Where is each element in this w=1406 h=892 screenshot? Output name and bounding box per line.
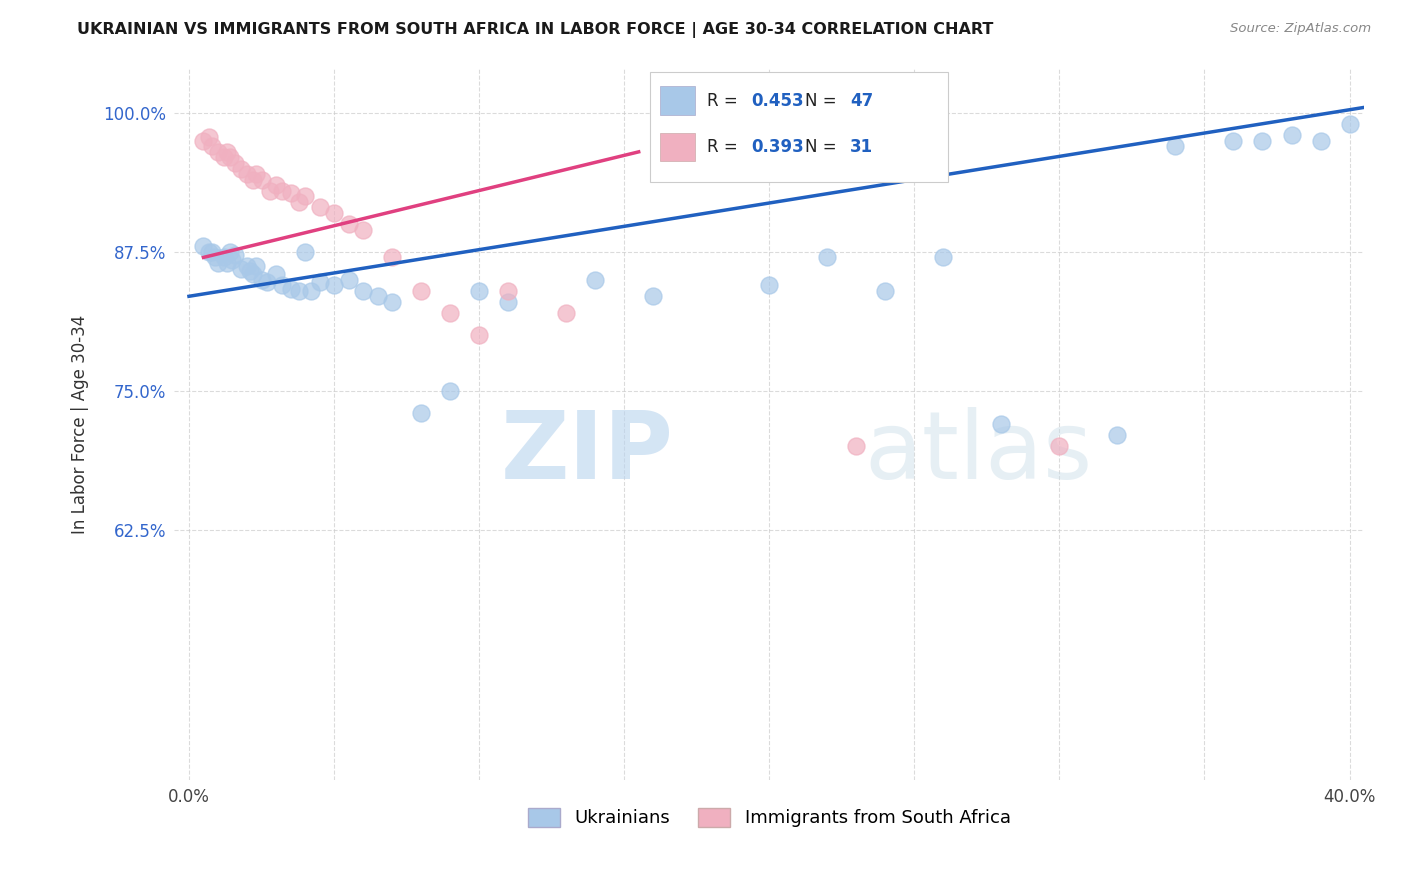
Point xyxy=(256,275,278,289)
Point xyxy=(201,139,224,153)
Text: atlas: atlas xyxy=(865,407,1092,499)
Point xyxy=(207,256,229,270)
Point xyxy=(352,222,374,236)
Text: ZIP: ZIP xyxy=(501,407,673,499)
Point xyxy=(193,134,215,148)
Point xyxy=(294,244,316,259)
Point xyxy=(215,145,238,159)
Point xyxy=(845,439,868,453)
Point xyxy=(583,272,606,286)
Point xyxy=(193,239,215,253)
Point xyxy=(990,417,1012,431)
Point xyxy=(1164,139,1187,153)
Point xyxy=(323,206,346,220)
Point xyxy=(381,294,404,309)
Point xyxy=(212,150,235,164)
Point xyxy=(270,184,292,198)
Point xyxy=(280,186,302,200)
Point xyxy=(204,251,226,265)
Point xyxy=(308,201,330,215)
Text: 0.453: 0.453 xyxy=(751,92,804,110)
Point xyxy=(337,217,360,231)
Point xyxy=(409,406,432,420)
Point xyxy=(439,306,461,320)
Point xyxy=(1251,134,1274,148)
Point xyxy=(270,278,292,293)
Point xyxy=(299,284,322,298)
Text: R =: R = xyxy=(707,92,744,110)
Point xyxy=(337,272,360,286)
Text: R =: R = xyxy=(707,137,744,156)
Point xyxy=(242,172,264,186)
Point xyxy=(245,260,267,274)
Text: N =: N = xyxy=(806,137,842,156)
Text: 31: 31 xyxy=(851,137,873,156)
Point xyxy=(259,184,281,198)
Point xyxy=(212,251,235,265)
Point xyxy=(218,150,240,164)
Text: 47: 47 xyxy=(851,92,873,110)
Point xyxy=(323,278,346,293)
Point xyxy=(250,272,273,286)
Legend: Ukrainians, Immigrants from South Africa: Ukrainians, Immigrants from South Africa xyxy=(520,801,1018,835)
Point xyxy=(468,328,491,343)
Point xyxy=(239,264,262,278)
Point xyxy=(468,284,491,298)
Point xyxy=(280,281,302,295)
Point xyxy=(218,244,240,259)
Point xyxy=(1309,134,1331,148)
Point xyxy=(231,261,253,276)
Y-axis label: In Labor Force | Age 30-34: In Labor Force | Age 30-34 xyxy=(72,315,89,533)
Point xyxy=(236,167,259,181)
Point xyxy=(496,294,519,309)
Point xyxy=(288,194,311,209)
Point xyxy=(1222,134,1244,148)
FancyBboxPatch shape xyxy=(651,72,948,182)
Point xyxy=(367,289,389,303)
Point xyxy=(215,256,238,270)
Point xyxy=(381,251,404,265)
Point xyxy=(224,248,246,262)
Point xyxy=(242,267,264,281)
Point xyxy=(294,189,316,203)
Point xyxy=(288,284,311,298)
Text: Source: ZipAtlas.com: Source: ZipAtlas.com xyxy=(1230,22,1371,36)
Point xyxy=(1107,428,1129,442)
Point xyxy=(250,172,273,186)
Point xyxy=(815,251,838,265)
Point xyxy=(245,167,267,181)
Point xyxy=(758,278,780,293)
Point xyxy=(201,244,224,259)
Point xyxy=(236,260,259,274)
FancyBboxPatch shape xyxy=(659,133,696,161)
Text: UKRAINIAN VS IMMIGRANTS FROM SOUTH AFRICA IN LABOR FORCE | AGE 30-34 CORRELATION: UKRAINIAN VS IMMIGRANTS FROM SOUTH AFRIC… xyxy=(77,22,994,38)
Point xyxy=(352,284,374,298)
Point xyxy=(496,284,519,298)
Point xyxy=(932,251,955,265)
Point xyxy=(643,289,665,303)
Point xyxy=(231,161,253,176)
Point xyxy=(409,284,432,298)
Point xyxy=(264,178,287,193)
Point xyxy=(264,267,287,281)
Point xyxy=(555,306,578,320)
Point xyxy=(875,284,897,298)
FancyBboxPatch shape xyxy=(659,87,696,115)
Point xyxy=(1339,117,1361,131)
Text: 0.393: 0.393 xyxy=(751,137,804,156)
Point xyxy=(207,145,229,159)
Point xyxy=(198,244,221,259)
Text: N =: N = xyxy=(806,92,842,110)
Point xyxy=(224,156,246,170)
Point xyxy=(221,252,243,267)
Point xyxy=(198,130,221,145)
Point xyxy=(308,275,330,289)
Point xyxy=(439,384,461,398)
Point xyxy=(1047,439,1070,453)
Point xyxy=(1281,128,1303,143)
